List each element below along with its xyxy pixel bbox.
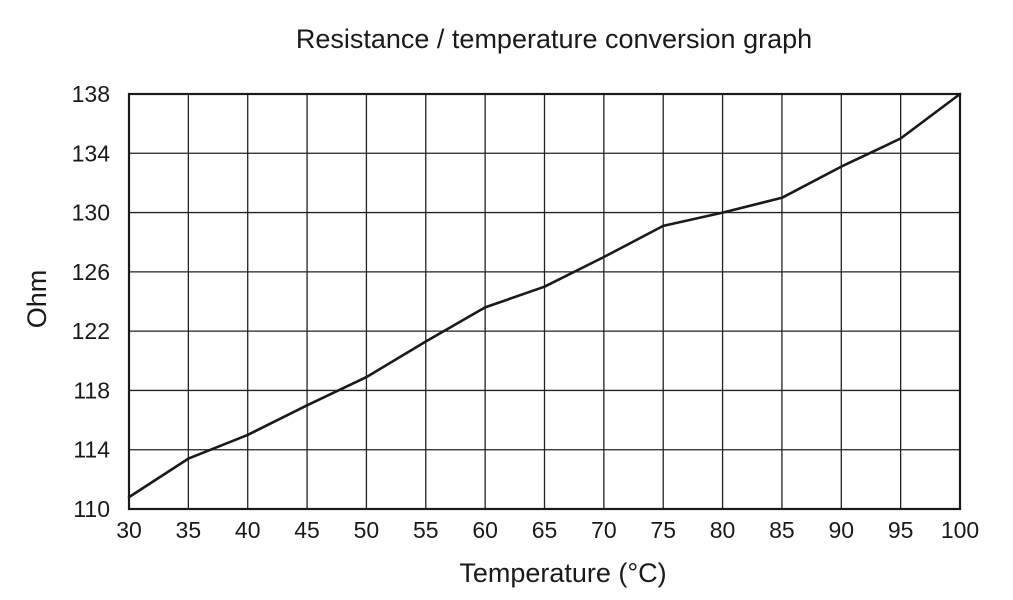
chart-title: Resistance / temperature conversion grap… (296, 24, 812, 54)
plot-frame (127, 92, 962, 511)
x-tick-label-95: 95 (888, 517, 914, 543)
x-tick-label-55: 55 (413, 517, 439, 543)
y-tick-label-130: 130 (72, 200, 110, 226)
y-tick-label-122: 122 (72, 318, 110, 344)
series-line-0 (127, 92, 962, 499)
x-tick-label-90: 90 (828, 517, 854, 543)
series-group (127, 92, 962, 499)
y-tick-label-126: 126 (72, 259, 110, 285)
x-tick-label-75: 75 (650, 517, 676, 543)
x-tick-label-80: 80 (710, 517, 736, 543)
x-axis-ticks: 30 35 40 45 50 55 60 65 70 75 80 85 90 95 100 (116, 517, 979, 543)
y-tick-label-114: 114 (73, 437, 110, 463)
x-tick-label-35: 35 (176, 517, 202, 543)
x-tick-label-50: 50 (354, 517, 380, 543)
y-tick-label-134: 134 (72, 140, 111, 166)
x-tick-label-40: 40 (235, 517, 261, 543)
x-tick-label-85: 85 (769, 517, 795, 543)
x-tick-label-100: 100 (941, 517, 979, 543)
x-tick-label-30: 30 (116, 517, 142, 543)
y-axis-title: Ohm (22, 270, 52, 329)
y-tick-label-118: 118 (73, 377, 110, 403)
x-tick-label-70: 70 (591, 517, 617, 543)
y-tick-label-138: 138 (72, 81, 110, 107)
x-tick-label-60: 60 (472, 517, 498, 543)
y-tick-label-110: 110 (73, 496, 110, 522)
x-tick-label-45: 45 (294, 517, 320, 543)
x-axis-title: Temperature (°C) (459, 558, 666, 588)
y-axis-ticks: 110 114 118 122 126 130 134 138 (72, 81, 111, 522)
x-tick-label-65: 65 (532, 517, 558, 543)
grid (128, 93, 961, 510)
